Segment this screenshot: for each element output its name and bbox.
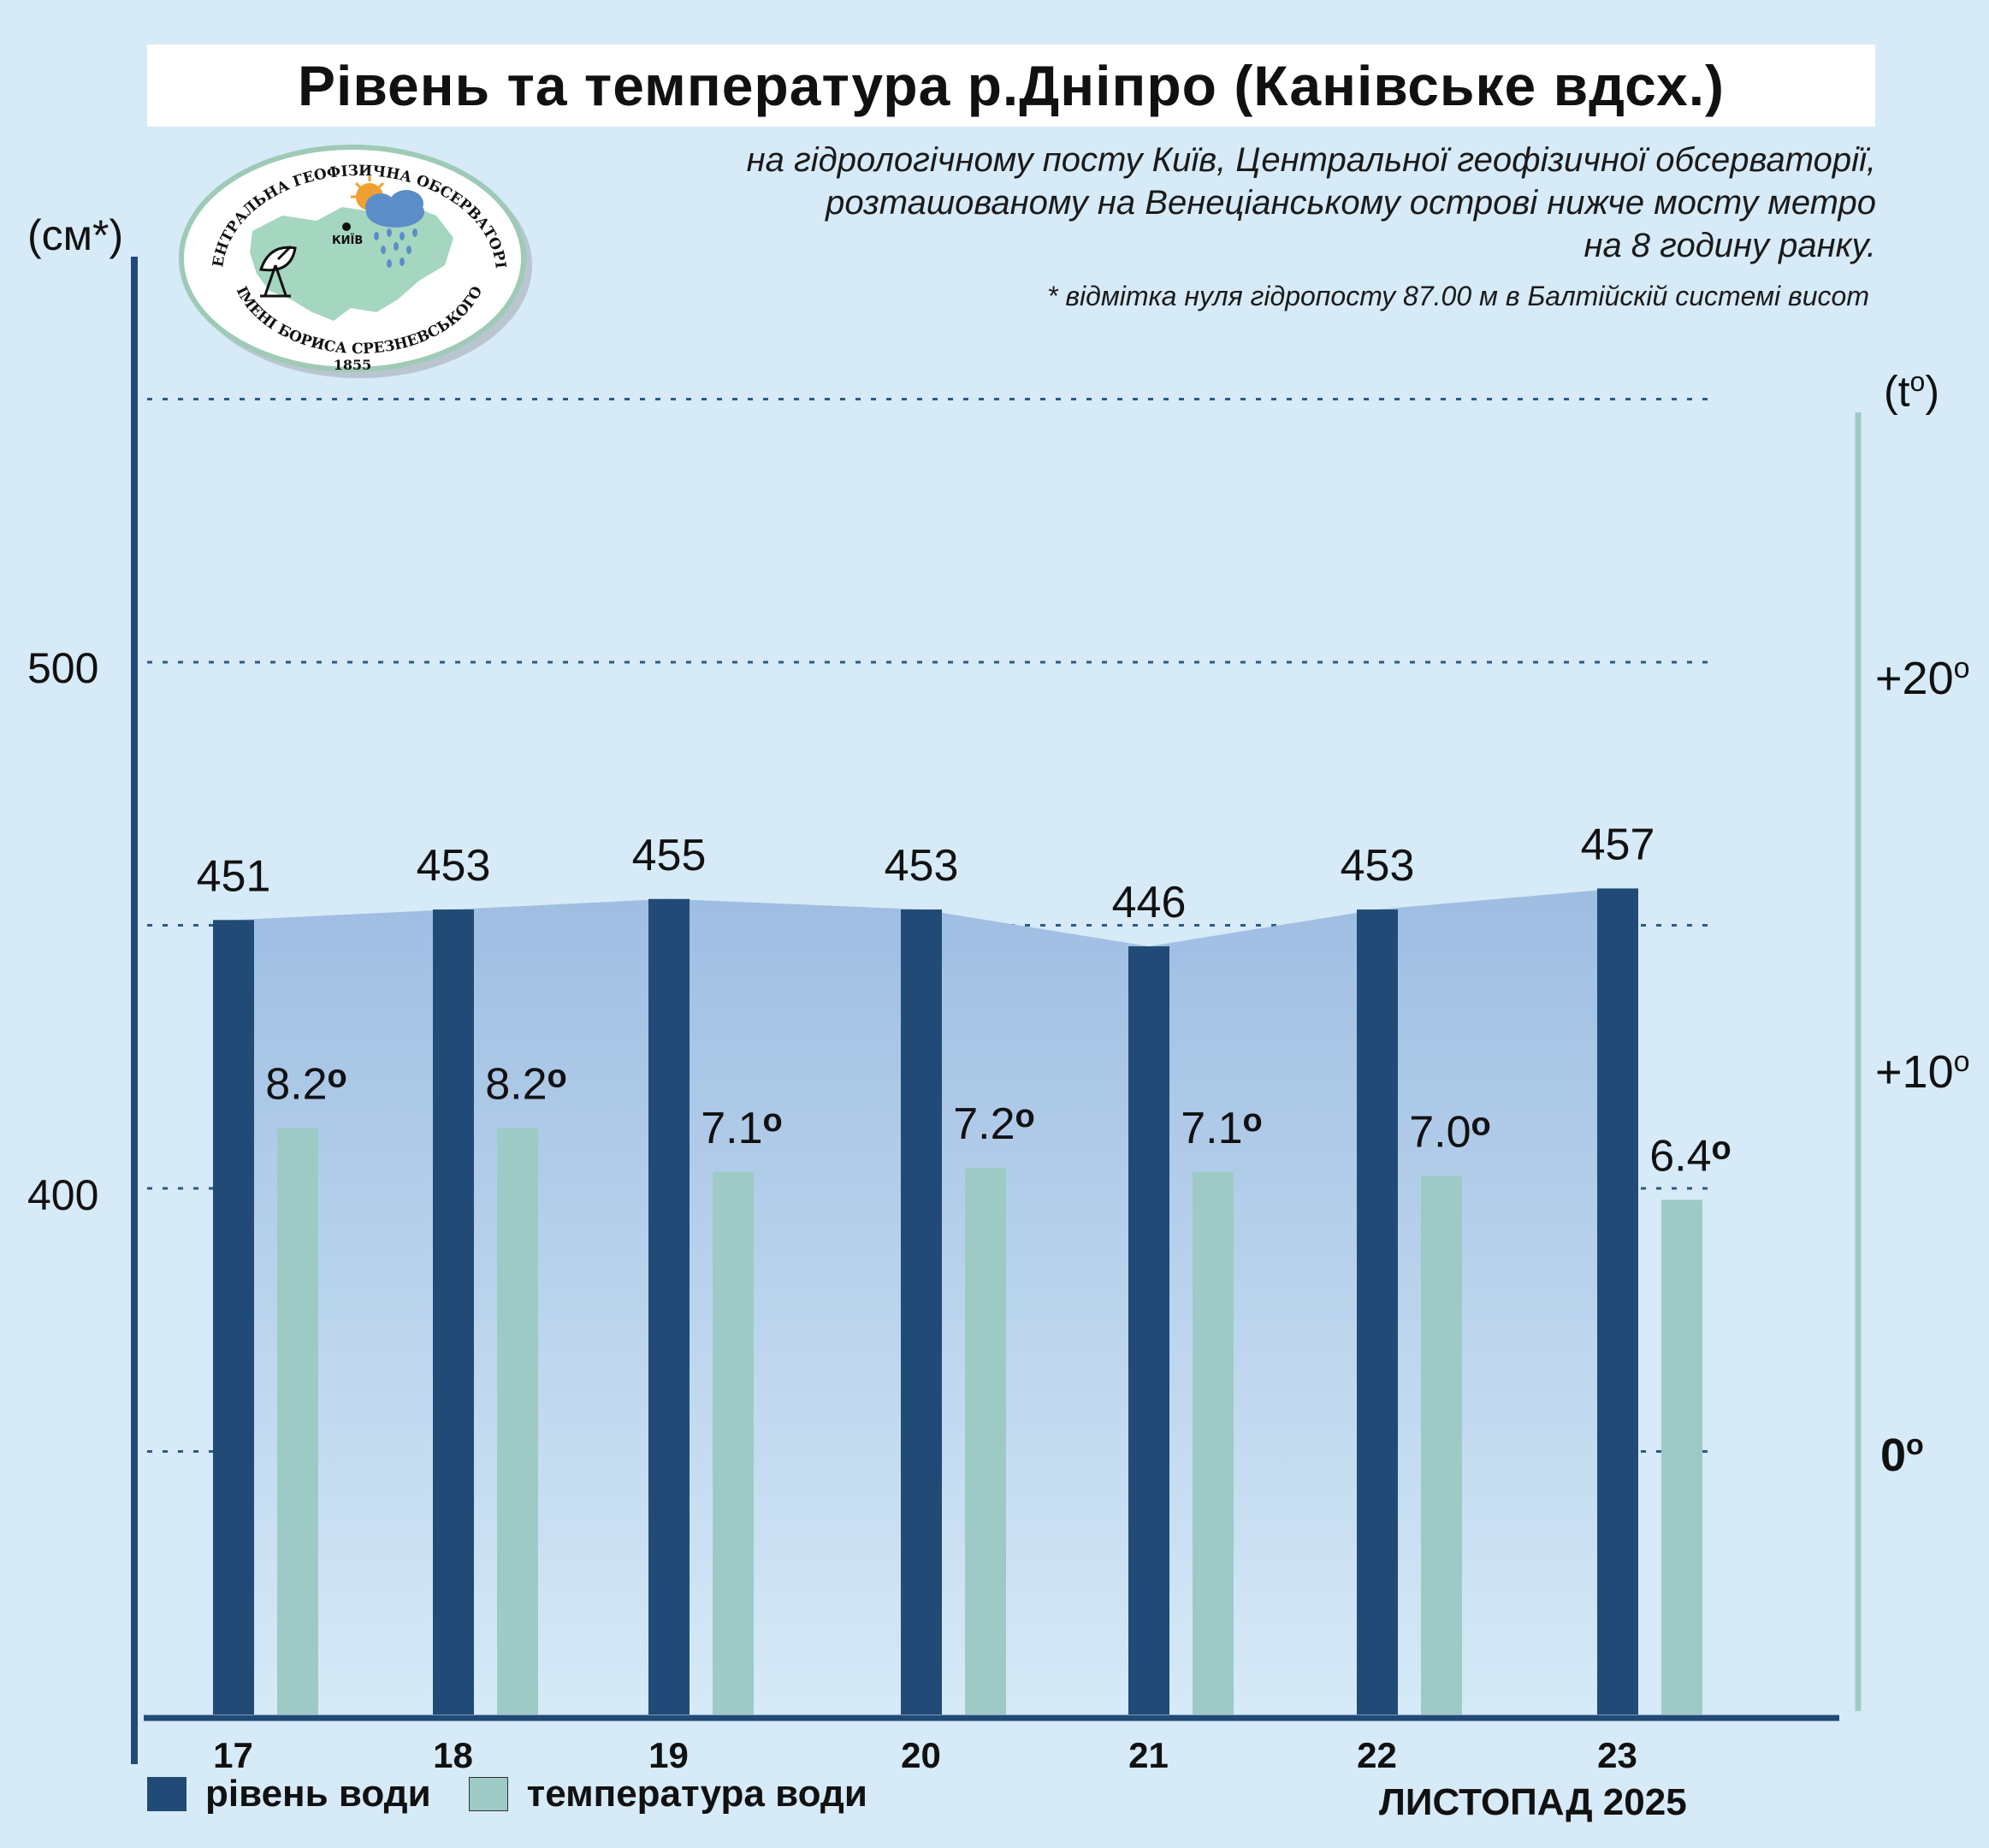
month-label: ЛИСТОПАД 2025 xyxy=(1379,1781,1687,1823)
temperature-bar-20 xyxy=(965,1168,1006,1715)
left-tick-500: 500 xyxy=(27,644,99,692)
degree-mark: o xyxy=(763,1103,783,1139)
observatory-logo: ЦЕНТРАЛЬНА ГЕОФІЗИЧНА ОБСЕРВАТОРІЯ ІМЕНІ… xyxy=(164,124,539,385)
degree-mark: o xyxy=(1243,1103,1263,1139)
temperature-bar-23 xyxy=(1661,1199,1702,1715)
level-label-19: 455 xyxy=(632,831,707,880)
degree-mark: o xyxy=(328,1059,347,1095)
legend-swatch-level xyxy=(147,1777,186,1811)
degree-mark: o xyxy=(1015,1099,1035,1134)
x-tick-23: 23 xyxy=(1597,1735,1637,1775)
level-label-22: 453 xyxy=(1341,841,1415,891)
right-tick-0: 0o xyxy=(1880,1429,1924,1481)
subtitle-line-2: розташованому на Венеціанському острові … xyxy=(826,184,1876,222)
title-box: Рівень та температура р.Дніпро (Канівськ… xyxy=(147,44,1875,127)
antenna-icon xyxy=(259,245,297,298)
level-bar-17 xyxy=(213,920,254,1715)
level-bar-20 xyxy=(901,909,942,1715)
logo-year: 1855 xyxy=(334,357,372,373)
x-tick-19: 19 xyxy=(648,1735,689,1775)
cloud-icon xyxy=(365,190,424,228)
level-label-17: 451 xyxy=(197,851,271,901)
level-label-21: 446 xyxy=(1112,878,1187,927)
left-axis-unit: (см*) xyxy=(27,211,124,259)
temperature-bar-18 xyxy=(497,1128,538,1715)
temperature-bar-19 xyxy=(713,1171,754,1715)
chart-subtitle: на гідрологічному посту Київ, Центрально… xyxy=(747,139,1876,267)
left-tick-400: 400 xyxy=(27,1171,99,1219)
right-tick-20: +20o xyxy=(1875,652,1970,704)
x-tick-20: 20 xyxy=(901,1735,941,1775)
temperature-bar-21 xyxy=(1193,1171,1234,1715)
legend-swatch-temperature xyxy=(468,1777,508,1811)
x-tick-22: 22 xyxy=(1357,1735,1397,1775)
level-bar-18 xyxy=(433,909,474,1715)
degree-mark: o xyxy=(548,1059,567,1095)
legend-label-level: рівень води xyxy=(205,1773,431,1815)
level-bar-19 xyxy=(648,898,690,1715)
temperature-label-23: 6.4o xyxy=(1649,1130,1731,1181)
subtitle-line-3: на 8 годину ранку. xyxy=(1584,227,1876,264)
level-label-20: 453 xyxy=(885,841,959,891)
level-bar-23 xyxy=(1597,888,1638,1715)
x-tick-18: 18 xyxy=(433,1735,473,1775)
legend: рівень води температура води xyxy=(147,1773,905,1815)
level-bar-22 xyxy=(1357,909,1398,1715)
subtitle-line-1: на гідрологічному посту Київ, Центрально… xyxy=(746,141,1876,179)
level-label-18: 453 xyxy=(417,841,491,891)
footnote: * відмітка нуля гідропосту 87.00 м в Бал… xyxy=(1047,281,1869,311)
degree-mark: o xyxy=(1712,1130,1731,1166)
temperature-bar-22 xyxy=(1421,1176,1462,1715)
legend-label-temperature: температура води xyxy=(526,1773,867,1815)
degree-mark: o xyxy=(1471,1107,1491,1143)
rain-icon xyxy=(374,228,417,268)
temperature-bar-17 xyxy=(277,1128,318,1715)
right-axis-unit: (to) xyxy=(1884,366,1939,416)
right-tick-10: +10o xyxy=(1875,1045,1970,1098)
chart-title: Рівень та температура р.Дніпро (Канівськ… xyxy=(297,54,1726,117)
logo-city: КИЇВ xyxy=(332,234,363,247)
x-tick-17: 17 xyxy=(213,1735,253,1775)
x-tick-21: 21 xyxy=(1128,1735,1169,1775)
level-bar-21 xyxy=(1128,946,1169,1715)
level-label-23: 457 xyxy=(1581,820,1655,869)
